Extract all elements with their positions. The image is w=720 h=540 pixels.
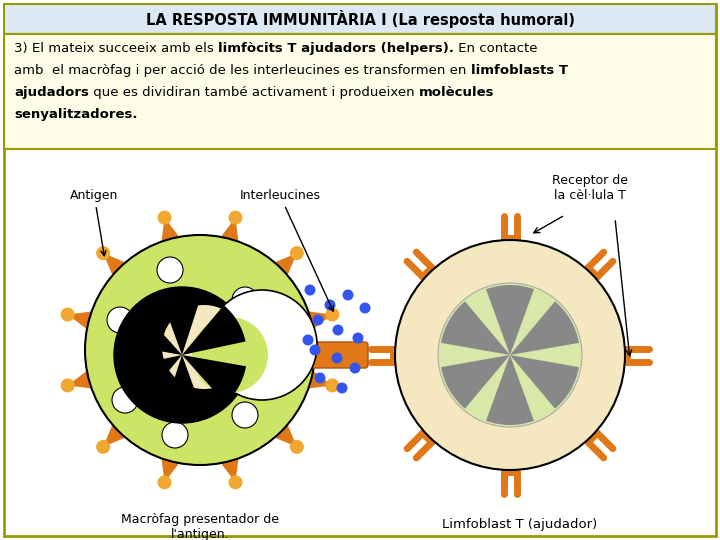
Circle shape: [312, 314, 323, 326]
Wedge shape: [182, 305, 246, 355]
Wedge shape: [441, 355, 510, 409]
Text: Macròfag presentador de
l'antigen.: Macròfag presentador de l'antigen.: [121, 513, 279, 540]
Text: limfoblasts T: limfoblasts T: [471, 64, 567, 77]
Wedge shape: [441, 301, 510, 355]
Circle shape: [395, 240, 625, 470]
Circle shape: [305, 285, 315, 295]
Circle shape: [310, 345, 320, 355]
Wedge shape: [510, 301, 579, 355]
Wedge shape: [182, 355, 246, 403]
Circle shape: [290, 440, 304, 454]
Circle shape: [325, 308, 339, 321]
Circle shape: [157, 257, 183, 283]
Circle shape: [228, 475, 243, 489]
FancyBboxPatch shape: [307, 342, 368, 368]
Polygon shape: [275, 425, 297, 447]
Text: Antigen: Antigen: [70, 189, 118, 256]
Wedge shape: [118, 307, 182, 355]
Text: En contacte: En contacte: [454, 42, 537, 55]
Circle shape: [96, 246, 110, 260]
Wedge shape: [486, 355, 534, 425]
Circle shape: [162, 305, 246, 389]
Text: 3): 3): [14, 42, 32, 55]
Circle shape: [107, 307, 133, 333]
Polygon shape: [275, 253, 297, 275]
Text: senyalitzadores.: senyalitzadores.: [14, 108, 138, 121]
Circle shape: [325, 379, 339, 393]
Circle shape: [232, 287, 258, 313]
Circle shape: [192, 317, 268, 393]
Polygon shape: [68, 371, 91, 388]
Circle shape: [60, 308, 75, 321]
Polygon shape: [309, 312, 333, 329]
Circle shape: [85, 235, 315, 465]
Circle shape: [359, 302, 371, 314]
Polygon shape: [103, 425, 125, 447]
Circle shape: [158, 211, 171, 225]
Text: amb  el macròfag i per acció de les interleucines es transformen en: amb el macròfag i per acció de les inter…: [14, 64, 471, 77]
Polygon shape: [161, 459, 179, 482]
Text: Interleucines: Interleucines: [240, 189, 333, 311]
Circle shape: [252, 342, 278, 368]
Wedge shape: [118, 355, 182, 405]
Text: que es dividiran també activament i produeixen: que es dividiran també activament i prod…: [89, 86, 419, 99]
Circle shape: [315, 373, 325, 383]
Circle shape: [60, 379, 75, 393]
Circle shape: [112, 387, 138, 413]
Circle shape: [207, 290, 317, 400]
Circle shape: [333, 325, 343, 335]
Polygon shape: [68, 312, 91, 329]
Wedge shape: [160, 290, 202, 355]
Text: El mateix succeeix amb els: El mateix succeeix amb els: [32, 42, 218, 55]
Circle shape: [331, 353, 343, 363]
Wedge shape: [162, 355, 204, 420]
Circle shape: [336, 382, 348, 394]
Polygon shape: [221, 218, 238, 241]
Circle shape: [349, 362, 361, 374]
Text: molècules: molècules: [419, 86, 494, 99]
Polygon shape: [103, 253, 125, 275]
Bar: [4, 4, 716, 34]
Circle shape: [114, 287, 250, 423]
Text: limfòcits T ajudadors (helpers).: limfòcits T ajudadors (helpers).: [218, 42, 454, 55]
Circle shape: [325, 300, 336, 310]
Circle shape: [353, 333, 364, 343]
Bar: [4, 34, 716, 149]
Circle shape: [438, 283, 582, 427]
Wedge shape: [486, 285, 534, 355]
Circle shape: [302, 334, 313, 346]
Circle shape: [158, 475, 171, 489]
Polygon shape: [221, 459, 238, 482]
Polygon shape: [161, 218, 179, 241]
Text: ajudadors: ajudadors: [14, 86, 89, 99]
Text: Limfoblast T (ajudador): Limfoblast T (ajudador): [442, 518, 598, 531]
Text: Receptor de
la cèl·lula T: Receptor de la cèl·lula T: [552, 174, 628, 202]
Circle shape: [232, 402, 258, 428]
Circle shape: [162, 422, 188, 448]
Circle shape: [96, 440, 110, 454]
Polygon shape: [309, 371, 333, 388]
Circle shape: [343, 289, 354, 300]
Wedge shape: [510, 355, 579, 409]
Circle shape: [290, 246, 304, 260]
Circle shape: [228, 211, 243, 225]
Text: LA RESPOSTA IMMUNITÀRIA I (La resposta humoral): LA RESPOSTA IMMUNITÀRIA I (La resposta h…: [145, 10, 575, 28]
